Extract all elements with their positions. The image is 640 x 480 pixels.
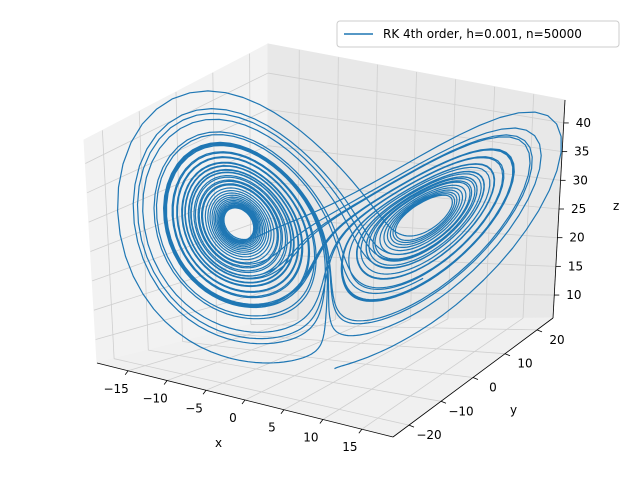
x-axis-label: x bbox=[215, 436, 222, 450]
z-tick-label: 15 bbox=[568, 259, 583, 273]
y-axis-label: y bbox=[510, 403, 517, 417]
x-tick-label: 15 bbox=[342, 440, 357, 454]
y-tick-label: −10 bbox=[448, 404, 473, 418]
z-tick-label: 40 bbox=[576, 116, 591, 130]
z-axis-label: z bbox=[613, 199, 619, 213]
x-tick-label: 5 bbox=[268, 421, 276, 435]
tick-labels: −15 −10 −5 0 5 10 15 −20 −10 0 10 20 10 15 20 25 30 35 40 bbox=[103, 116, 591, 454]
z-tick-label: 30 bbox=[573, 173, 588, 187]
y-tick-label: 10 bbox=[517, 357, 532, 371]
y-tick-label: 0 bbox=[489, 381, 497, 395]
x-tick-label: −15 bbox=[103, 382, 128, 396]
series-line-rk4 bbox=[117, 90, 562, 370]
legend-entry-label: RK 4th order, h=0.001, n=50000 bbox=[383, 27, 582, 41]
z-tick-label: 10 bbox=[566, 288, 581, 302]
x-tick-label: 0 bbox=[229, 411, 237, 425]
legend: RK 4th order, h=0.001, n=50000 bbox=[336, 20, 620, 48]
legend-box bbox=[336, 20, 620, 48]
x-tick-label: −5 bbox=[185, 401, 203, 415]
z-tick-label: 20 bbox=[569, 231, 584, 245]
x-tick-label: −10 bbox=[142, 392, 167, 406]
z-tick-label: 35 bbox=[574, 145, 589, 159]
y-tick-label: 20 bbox=[549, 333, 564, 347]
tick-marks bbox=[124, 122, 569, 434]
x-tick-label: 10 bbox=[303, 430, 318, 444]
z-tick-label: 25 bbox=[571, 202, 586, 216]
y-tick-label: −20 bbox=[416, 428, 441, 442]
